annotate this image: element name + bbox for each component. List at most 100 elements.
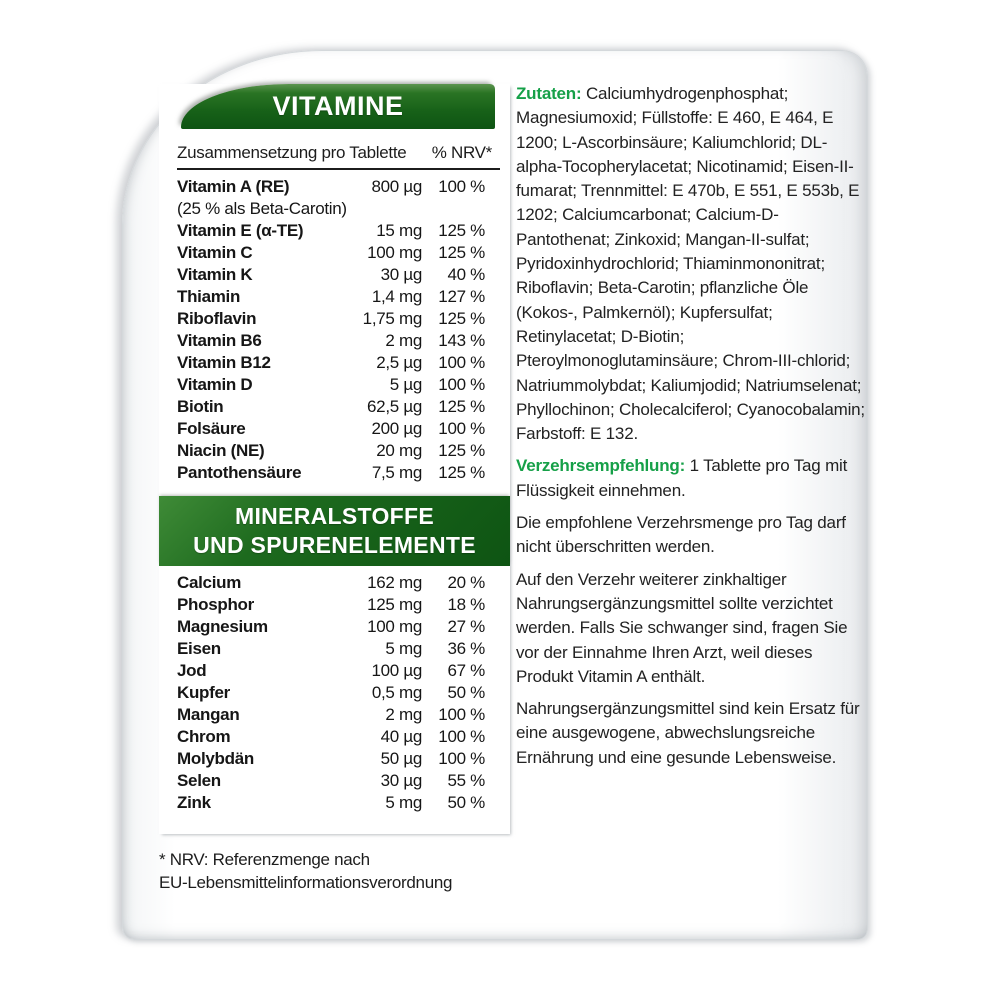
table-row: Riboflavin 1,75 mg 125 % — [177, 308, 485, 330]
table-row: Selen 30 µg 55 % — [177, 770, 485, 792]
row-name: Vitamin D — [177, 375, 253, 394]
row-nrv: 125 % — [438, 243, 485, 262]
row-name: Vitamin B6 — [177, 331, 262, 350]
table-row: Biotin 62,5 µg 125 % — [177, 396, 485, 418]
row-amount: 2,5 µg — [376, 353, 422, 372]
row-amount: 30 µg — [380, 265, 423, 284]
nrv-column-header: % NRV* — [431, 143, 493, 162]
row-nrv: 125 % — [438, 463, 485, 482]
row-name: Pantothensäure — [177, 463, 302, 482]
row-amount: 100 mg — [367, 617, 422, 636]
row-amount: 2 mg — [385, 331, 422, 350]
row-nrv: 100 % — [438, 727, 485, 746]
advisory-paragraph-zinc-pregnancy: Auf den Verzehr weiterer zinkhaltiger Na… — [516, 569, 848, 686]
table-row: Pantothensäure 7,5 mg 125 % — [177, 462, 485, 484]
row-amount: 1,4 mg — [371, 287, 422, 306]
nutrition-panel: VITAMINE Zusammensetzung pro Tablette % … — [159, 84, 510, 834]
row-amount: 800 µg — [371, 177, 422, 196]
row-nrv: 100 % — [438, 419, 485, 438]
table-row: Vitamin D 5 µg 100 % — [177, 374, 485, 396]
row-amount: 7,5 mg — [371, 463, 422, 482]
row-amount: 5 µg — [389, 375, 423, 394]
row-name: Selen — [177, 771, 221, 790]
row-amount: 62,5 µg — [367, 397, 422, 416]
row-nrv: 18 % — [447, 595, 485, 614]
row-nrv: 100 % — [438, 353, 485, 372]
row-amount: 162 mg — [367, 573, 422, 592]
vitamins-table: Vitamin A (RE) 800 µg 100 % (25 % als Beta-… — [177, 176, 485, 484]
table-row: Zink 5 mg 50 % — [177, 792, 485, 814]
table-row: Calcium 162 mg 20 % — [177, 572, 485, 594]
table-row: Vitamin B12 2,5 µg 100 % — [177, 352, 485, 374]
row-nrv: 125 % — [438, 397, 485, 416]
row-amount: 15 mg — [376, 221, 422, 240]
table-row: Magnesium 100 mg 27 % — [177, 616, 485, 638]
row-nrv: 50 % — [447, 683, 485, 702]
row-name: Vitamin C — [177, 243, 253, 262]
minerals-section-header: MINERALSTOFFE UND SPURENELEMENTE — [159, 496, 510, 566]
row-nrv: 127 % — [438, 287, 485, 306]
row-nrv: 67 % — [447, 661, 485, 680]
table-row: Phosphor 125 mg 18 % — [177, 594, 485, 616]
table-row: Vitamin A (RE) 800 µg 100 % — [177, 176, 485, 198]
table-row: Eisen 5 mg 36 % — [177, 638, 485, 660]
row-nrv: 20 % — [447, 573, 485, 592]
table-row: Vitamin B6 2 mg 143 % — [177, 330, 485, 352]
table-row: Folsäure 200 µg 100 % — [177, 418, 485, 440]
row-nrv: 100 % — [438, 749, 485, 768]
row-nrv: 100 % — [438, 375, 485, 394]
dosage-paragraph: Verzehrsempfehlung: 1 Tablette pro Tag m… — [516, 454, 872, 503]
row-name: Vitamin K — [177, 265, 253, 284]
row-nrv: 125 % — [438, 221, 485, 240]
row-name: Jod — [177, 661, 207, 680]
row-name: Calcium — [177, 573, 242, 592]
table-column-header: Zusammensetzung pro Tablette % NRV* — [177, 143, 500, 170]
row-amount: 30 µg — [380, 771, 423, 790]
row-amount: 5 mg — [385, 793, 422, 812]
table-row-note: (25 % als Beta-Carotin) — [177, 199, 347, 218]
vitamins-header-label: VITAMINE — [272, 91, 404, 121]
row-name: Biotin — [177, 397, 224, 416]
nrv-footnote-line2: EU-Lebensmittelinformationsverordnung — [159, 873, 453, 892]
nrv-footnote-line1: * NRV: Referenzmenge nach — [159, 850, 370, 869]
row-nrv: 100 % — [438, 705, 485, 724]
row-nrv: 125 % — [438, 441, 485, 460]
product-label-card: VITAMINE Zusammensetzung pro Tablette % … — [122, 50, 868, 940]
table-row: Mangan 2 mg 100 % — [177, 704, 485, 726]
ingredients-paragraph: Zutaten: Calciumhydrogenphosphat; Magnes… — [516, 82, 872, 446]
table-row: Chrom 40 µg 100 % — [177, 726, 485, 748]
table-row: Molybdän 50 µg 100 % — [177, 748, 485, 770]
row-name: Zink — [177, 793, 211, 812]
row-nrv: 100 % — [438, 177, 485, 196]
composition-column-header: Zusammensetzung pro Tablette — [177, 143, 407, 162]
row-name: Kupfer — [177, 683, 230, 702]
table-row: Vitamin K 30 µg 40 % — [177, 264, 485, 286]
row-name: Folsäure — [177, 419, 246, 438]
row-nrv: 50 % — [447, 793, 485, 812]
table-row: Vitamin E (α-TE) 15 mg 125 % — [177, 220, 485, 242]
row-amount: 2 mg — [385, 705, 422, 724]
table-row: Jod 100 µg 67 % — [177, 660, 485, 682]
row-nrv: 40 % — [447, 265, 485, 284]
row-name: Eisen — [177, 639, 221, 658]
row-amount: 40 µg — [380, 727, 423, 746]
row-name: Phosphor — [177, 595, 254, 614]
row-name: Vitamin E (α-TE) — [177, 221, 304, 240]
minerals-header-line2: UND SPURENELEMENTE — [193, 532, 476, 558]
row-amount: 5 mg — [385, 639, 422, 658]
row-amount: 20 mg — [376, 441, 422, 460]
row-nrv: 36 % — [447, 639, 485, 658]
row-name: Riboflavin — [177, 309, 257, 328]
row-name: Vitamin A (RE) — [177, 177, 290, 196]
dosage-text: 1 Tablette pro Tag mit Flüssigkeit einne… — [516, 456, 848, 500]
row-nrv: 27 % — [447, 617, 485, 636]
row-nrv: 125 % — [438, 309, 485, 328]
table-row: Vitamin C 100 mg 125 % — [177, 242, 485, 264]
row-name: Niacin (NE) — [177, 441, 265, 460]
row-amount: 50 µg — [380, 749, 423, 768]
nrv-footnote: * NRV: Referenzmenge nach EU-Lebensmitte… — [159, 848, 519, 894]
row-amount: 200 µg — [371, 419, 422, 438]
table-row: Niacin (NE) 20 mg 125 % — [177, 440, 485, 462]
row-amount: 125 mg — [367, 595, 422, 614]
row-amount: 1,75 mg — [362, 309, 423, 328]
